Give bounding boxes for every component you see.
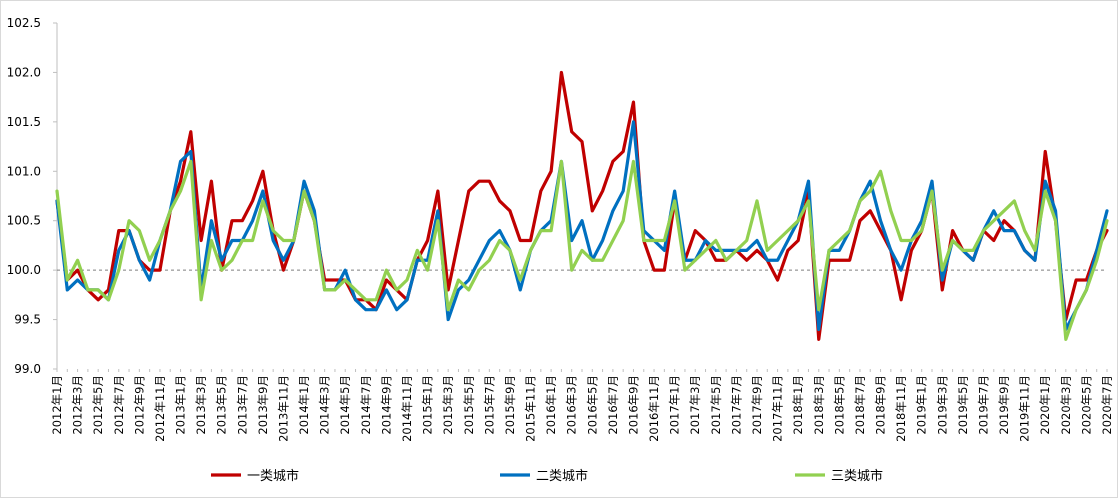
x-tick-label: 2019年9月 [997, 375, 1011, 435]
x-tick-label: 2016年3月 [565, 375, 579, 435]
y-tick-label: 100.5 [7, 214, 41, 228]
y-tick-label: 101.5 [7, 115, 41, 129]
x-tick-label: 2019年5月 [956, 375, 970, 435]
x-tick-label: 2019年11月 [1018, 375, 1032, 442]
x-tick-label: 2018年7月 [853, 375, 867, 435]
y-tick-label: 99.5 [14, 313, 41, 327]
x-tick-label: 2017年7月 [729, 375, 743, 435]
x-tick-label: 2020年7月 [1100, 375, 1114, 435]
x-tick-label: 2018年3月 [812, 375, 826, 435]
x-tick-label: 2020年5月 [1079, 375, 1093, 435]
x-tick-label: 2012年9月 [132, 375, 146, 435]
x-tick-label: 2018年5月 [832, 375, 846, 435]
x-tick-label: 2012年5月 [91, 375, 105, 435]
y-tick-label: 100.0 [7, 263, 41, 277]
x-tick-label: 2012年3月 [71, 375, 85, 435]
legend-label-1: 一类城市 [247, 468, 299, 484]
x-tick-label: 2014年5月 [338, 375, 352, 435]
x-tick-label: 2015年11月 [524, 375, 538, 442]
x-tick-label: 2016年5月 [585, 375, 599, 435]
x-tick-label: 2016年1月 [544, 375, 558, 435]
series-group [55, 70, 1109, 341]
x-tick-label: 2012年11月 [153, 375, 167, 442]
x-tick-label: 2015年3月 [441, 375, 455, 435]
x-tick-label: 2017年11月 [771, 375, 785, 442]
legend-label-2: 二类城市 [536, 468, 588, 484]
x-tick-label: 2017年3月 [688, 375, 702, 435]
x-tick-label: 2013年7月 [235, 375, 249, 435]
x-tick-label: 2017年5月 [709, 375, 723, 435]
series-line-2 [55, 120, 1109, 332]
x-tick-label: 2018年9月 [874, 375, 888, 435]
x-tick-label: 2013年5月 [215, 375, 229, 435]
x-tick-label: 2014年1月 [297, 375, 311, 435]
x-tick-label: 2013年9月 [256, 375, 270, 435]
x-tick-label: 2016年9月 [626, 375, 640, 435]
series-line-3 [55, 159, 1109, 341]
x-tick-label: 2012年1月 [50, 375, 64, 435]
y-tick-label: 99.0 [14, 362, 41, 376]
x-tick-label: 2015年7月 [482, 375, 496, 435]
x-tick-label: 2020年1月 [1038, 375, 1052, 435]
x-tick-label: 2014年11月 [400, 375, 414, 442]
x-tick-label: 2019年1月 [915, 375, 929, 435]
x-tick-label: 2016年11月 [647, 375, 661, 442]
legend: 一类城市 二类城市 三类城市 [211, 468, 883, 484]
y-axis: 99.0 99.5 100.0 100.5 101.0 101.5 102.0 102.5 [7, 16, 58, 376]
x-tick-label: 2014年9月 [379, 375, 393, 435]
x-tick-label: 2015年5月 [462, 375, 476, 435]
x-tick-label: 2020年3月 [1059, 375, 1073, 435]
series-line-1 [55, 70, 1109, 341]
x-tick-label: 2019年7月 [976, 375, 990, 435]
x-axis: 2012年1月 2012年3月 2012年5月 2012年7月 2012年9月 2012年… [50, 369, 1114, 442]
x-tick-label: 2013年1月 [174, 375, 188, 435]
x-tick-label: 2017年1月 [668, 375, 682, 435]
x-tick-label: 2019年3月 [935, 375, 949, 435]
x-tick-label: 2012年7月 [112, 375, 126, 435]
x-tick-label: 2017年9月 [750, 375, 764, 435]
y-tick-label: 102.0 [7, 65, 41, 79]
x-tick-label: 2013年3月 [194, 375, 208, 435]
y-tick-label: 101.0 [7, 164, 41, 178]
x-tick-label: 2013年11月 [276, 375, 290, 442]
x-tick-label: 2014年7月 [359, 375, 373, 435]
x-tick-label: 2015年1月 [421, 375, 435, 435]
x-tick-label: 2018年11月 [894, 375, 908, 442]
x-tick-label: 2014年3月 [318, 375, 332, 435]
x-tick-label: 2018年1月 [791, 375, 805, 435]
legend-label-3: 三类城市 [831, 468, 883, 484]
y-tick-label: 102.5 [7, 16, 41, 30]
x-tick-label: 2016年7月 [606, 375, 620, 435]
x-tick-label: 2015年9月 [503, 375, 517, 435]
